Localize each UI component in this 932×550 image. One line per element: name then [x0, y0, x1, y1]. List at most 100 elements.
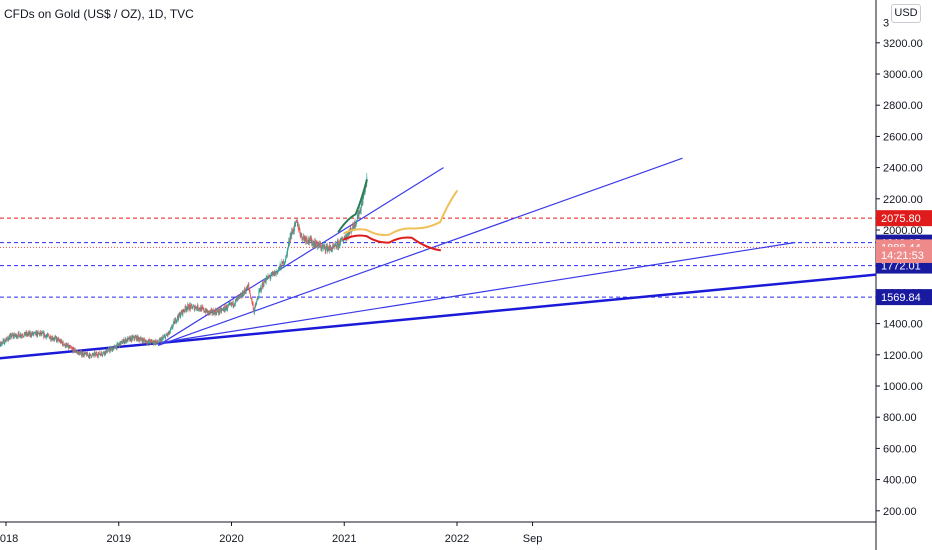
candle-body	[268, 276, 270, 278]
candle-body	[22, 335, 24, 337]
candle-body	[94, 352, 96, 356]
candle-body	[61, 342, 63, 343]
candle-body	[123, 339, 125, 344]
price-axis[interactable]: 200.00 400.00 600.00 800.00 1000.00 1200.00 14…	[876, 18, 923, 518]
candle-body	[356, 216, 358, 221]
candle-body	[120, 341, 121, 345]
candle-body	[274, 271, 276, 276]
candle-body	[267, 275, 269, 277]
candle-body	[202, 307, 204, 309]
candle-body	[13, 335, 15, 338]
candle-body	[209, 310, 211, 313]
candle-body	[143, 339, 145, 341]
time-tick-label: 2018	[0, 533, 18, 545]
candle-body	[46, 335, 48, 337]
candle-body	[56, 337, 58, 341]
candle-body	[27, 334, 29, 336]
candle-body	[139, 339, 140, 342]
candle-body	[23, 336, 25, 337]
candle-body	[316, 243, 318, 248]
candle-body	[6, 337, 8, 340]
candle-body	[257, 297, 259, 299]
candle-body	[176, 319, 178, 321]
candle-body	[118, 343, 120, 345]
candle-body	[163, 336, 165, 337]
candle-body	[248, 287, 250, 291]
candle-body	[289, 236, 291, 242]
candle-body	[181, 310, 183, 314]
candle-body	[185, 307, 187, 311]
candle-body	[100, 354, 101, 356]
candle-body	[183, 311, 185, 312]
candle-body	[283, 264, 285, 266]
candle-body	[254, 305, 256, 310]
candle-body	[74, 350, 75, 352]
candle-body	[321, 248, 323, 250]
candle-body	[138, 339, 140, 341]
candle-body	[133, 336, 135, 338]
candle-body	[290, 233, 292, 236]
candle-body	[146, 341, 148, 343]
candle-body	[133, 336, 135, 339]
candle-body	[317, 244, 319, 247]
candle-body	[316, 240, 317, 245]
candle-body	[72, 347, 74, 352]
candle-body	[354, 220, 356, 228]
time-axis[interactable]: 2018 2019 2020 2021 2022 Sep	[0, 522, 542, 545]
candle-body	[131, 336, 133, 338]
candle-body	[43, 332, 45, 338]
candle-body	[312, 241, 313, 244]
candle-body	[231, 303, 233, 305]
candle-body	[173, 320, 175, 322]
chart-title: CFDs on Gold (US$ / OZ), 1D, TVC	[4, 7, 194, 21]
candle-body	[148, 339, 150, 342]
candle-body	[336, 246, 338, 248]
candle-body	[174, 318, 176, 321]
candle-body	[311, 237, 313, 245]
candle-body	[179, 313, 181, 318]
candle-body	[317, 243, 319, 247]
candle-body	[154, 340, 156, 344]
candle-body	[149, 340, 151, 343]
candle-body	[357, 216, 359, 218]
candle-body	[261, 284, 263, 287]
candle-body	[102, 354, 104, 356]
candle-body	[214, 310, 215, 312]
candle-body	[228, 304, 229, 306]
candle-body	[75, 351, 77, 353]
candle-body	[87, 354, 89, 357]
candle-body	[29, 332, 31, 335]
candle-body	[212, 310, 214, 314]
candle-body	[114, 345, 116, 348]
candle-body	[336, 241, 338, 248]
candle-body	[328, 248, 330, 251]
candle-body	[332, 245, 333, 250]
candle-body	[309, 241, 310, 243]
candle-body	[305, 238, 307, 242]
candle-body	[84, 352, 86, 354]
candle-body	[141, 340, 143, 343]
candle-body	[290, 236, 291, 239]
candle-body	[62, 341, 64, 345]
candle-body	[361, 201, 363, 203]
candle-body	[79, 352, 81, 355]
candle-body	[250, 294, 251, 298]
price-tick-label: 1000.00	[883, 381, 923, 393]
candle-body	[98, 351, 100, 355]
candle-body	[229, 303, 231, 305]
candle-body	[12, 334, 13, 336]
candle-body	[182, 309, 184, 315]
candle-body	[44, 335, 46, 337]
currency-button[interactable]: USD	[891, 4, 921, 23]
candle-body	[86, 353, 88, 357]
candle-body	[235, 299, 237, 301]
candle-body	[198, 309, 199, 311]
candle-body	[215, 312, 217, 314]
candle-body	[61, 340, 62, 343]
candle-body	[166, 334, 168, 336]
candle-body	[115, 347, 117, 349]
candle-body	[160, 338, 162, 340]
price-badge-label: 1569.84	[881, 292, 921, 304]
candle-body	[349, 228, 351, 232]
